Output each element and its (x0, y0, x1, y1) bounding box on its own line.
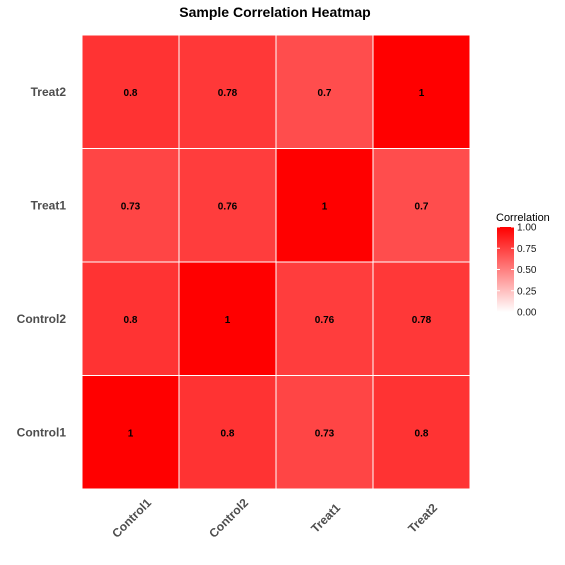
legend-tick-label: 1.00 (517, 223, 537, 234)
chart-title: Sample Correlation Heatmap (179, 4, 370, 20)
heatmap-cell (372, 261, 471, 376)
cell-value-label: 0.76 (315, 315, 335, 326)
cell-value-label: 0.73 (121, 201, 141, 212)
cell-value-label: 0.7 (318, 88, 332, 99)
heatmap-cell (178, 34, 277, 149)
y-tick-label: Control1 (17, 425, 67, 439)
legend-tick-label: 0.00 (517, 308, 537, 319)
heatmap-cell (81, 375, 180, 490)
x-tick-label: Control2 (206, 496, 251, 541)
y-axis-tick-labels: Control1 Control2 Treat1 Treat2 (17, 85, 67, 440)
heatmap-cell (372, 375, 471, 490)
heatmap-cell (178, 261, 277, 376)
y-tick-label: Treat1 (31, 198, 67, 212)
legend-ticks: 1.00 0.75 0.50 0.25 0.00 (497, 223, 537, 319)
cell-value-label: 0.8 (415, 428, 429, 439)
cell-value-label: 0.78 (218, 88, 238, 99)
x-axis-tick-labels: Control1 Control2 Treat1 Treat2 (109, 496, 440, 541)
cell-value-label: 1 (128, 428, 134, 439)
cell-value-label: 0.76 (218, 201, 238, 212)
x-tick-label: Treat1 (308, 500, 343, 535)
cell-value-label: 1 (419, 88, 425, 99)
heatmap-cell (81, 34, 180, 149)
x-tick-label: Treat2 (405, 500, 440, 535)
y-tick-label: Treat2 (31, 85, 67, 99)
cell-value-label: 1 (322, 201, 328, 212)
heatmap-cell (275, 34, 374, 149)
heatmap-cell (81, 261, 180, 376)
color-legend: Correlation 1.00 0.75 0.50 0.25 0.00 (496, 212, 550, 319)
legend-tick-label: 0.75 (517, 244, 537, 255)
cell-value-label: 1 (225, 315, 231, 326)
x-tick-label: Control1 (109, 496, 154, 541)
cell-value-label: 0.78 (412, 315, 432, 326)
legend-tick-label: 0.50 (517, 265, 537, 276)
cell-value-label: 0.8 (221, 428, 235, 439)
legend-colorbar (497, 227, 514, 312)
cell-value-label: 0.8 (124, 315, 138, 326)
heatmap-cells (81, 34, 471, 490)
heatmap-cell (178, 375, 277, 490)
legend-title: Correlation (496, 212, 550, 224)
cell-value-label: 0.8 (124, 88, 138, 99)
heatmap-cell (372, 34, 471, 149)
cell-value-label: 0.7 (415, 201, 429, 212)
heatmap-cell (81, 148, 180, 263)
y-tick-label: Control2 (17, 312, 67, 326)
legend-tick-label: 0.25 (517, 286, 537, 297)
cell-value-label: 0.73 (315, 428, 335, 439)
heatmap-cell-labels: 1 0.8 0.73 0.8 0.8 1 0.76 0.78 0.73 0.76 1 0.7 0.8 0.… (121, 88, 432, 440)
heatmap-cell (275, 261, 374, 376)
heatmap-cell (178, 148, 277, 263)
heatmap-cell (372, 148, 471, 263)
